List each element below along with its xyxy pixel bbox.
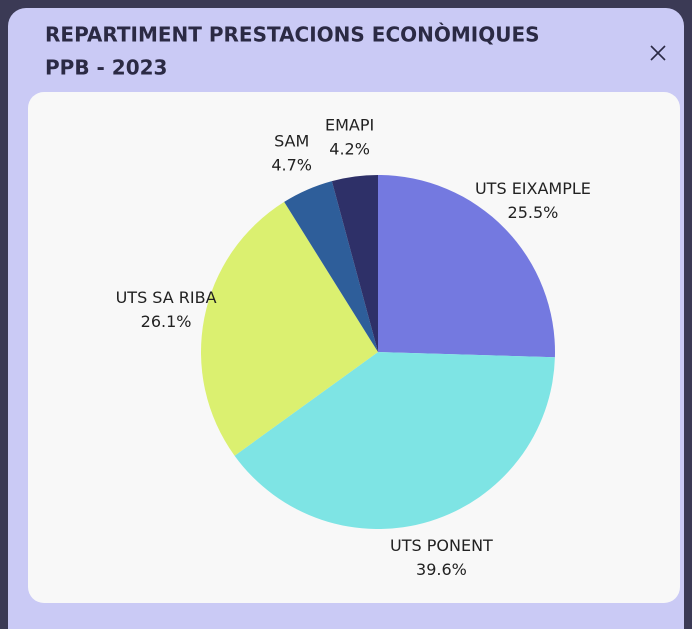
slice-value-label: 4.7% bbox=[271, 156, 312, 175]
modal-title: REPARTIMENT PRESTACIONS ECONÒMIQUES bbox=[45, 23, 540, 47]
close-button[interactable] bbox=[650, 45, 666, 61]
slice-value-label: 39.6% bbox=[416, 560, 467, 579]
pie-slice bbox=[200, 201, 378, 456]
slice-value-label: 26.1% bbox=[141, 312, 192, 331]
pie-slice bbox=[284, 181, 378, 352]
pie-slice bbox=[331, 175, 378, 352]
close-icon[interactable] bbox=[650, 45, 666, 61]
pie-slice bbox=[378, 175, 555, 358]
slice-label: UTS EIXAMPLE bbox=[475, 179, 591, 198]
slice-value-label: 25.5% bbox=[508, 203, 559, 222]
slice-label: UTS PONENT bbox=[390, 536, 493, 555]
slice-label: EMAPI bbox=[325, 115, 374, 134]
slice-label: UTS SA RIBA bbox=[116, 288, 217, 307]
modal-title: PPB - 2023 bbox=[45, 56, 167, 80]
slice-value-label: 4.2% bbox=[329, 139, 370, 158]
pie-slice bbox=[234, 352, 555, 530]
slice-label: SAM bbox=[274, 132, 309, 151]
